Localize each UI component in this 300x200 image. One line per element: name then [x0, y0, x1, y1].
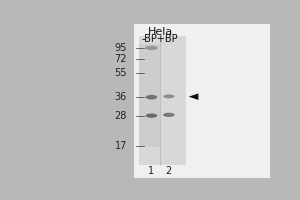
- Ellipse shape: [145, 46, 158, 50]
- Text: 72: 72: [115, 54, 127, 64]
- Ellipse shape: [163, 94, 174, 98]
- Text: 28: 28: [115, 111, 127, 121]
- Ellipse shape: [163, 113, 175, 117]
- Bar: [139, 36, 186, 165]
- Text: 36: 36: [115, 92, 127, 102]
- Ellipse shape: [146, 95, 157, 99]
- Text: 1: 1: [148, 166, 154, 176]
- Text: 2: 2: [166, 166, 172, 176]
- Bar: [139, 44, 160, 147]
- Text: -BP+BP: -BP+BP: [142, 34, 178, 44]
- Text: 55: 55: [115, 68, 127, 78]
- Ellipse shape: [146, 113, 157, 118]
- Text: Hela: Hela: [148, 27, 173, 37]
- Bar: [134, 24, 270, 178]
- Text: 95: 95: [115, 43, 127, 53]
- Text: 17: 17: [115, 141, 127, 151]
- Polygon shape: [189, 93, 198, 100]
